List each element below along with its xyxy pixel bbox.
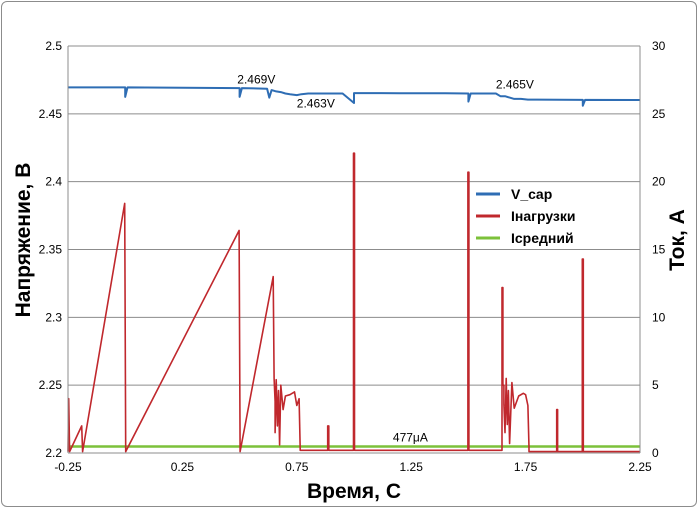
legend-label-i-avg: Iсредний (511, 230, 574, 246)
annotation-label: 2.463V (297, 97, 335, 111)
series-layer (67, 86, 641, 453)
y-left-axis-title: Напряжение, В (12, 163, 35, 318)
x-tick-label: 0.75 (285, 460, 309, 474)
y-right-tick-label: 25 (652, 107, 666, 121)
annotations: 2.469V 2.463V 477μA 2.465V (237, 72, 534, 444)
x-tick-label: -0.25 (54, 460, 82, 474)
y-left-tick-label: 2.45 (39, 107, 63, 121)
y-left-tick-label: 2.35 (39, 243, 63, 257)
x-tick-label: 1.75 (514, 460, 538, 474)
axes: 2.2 2.25 2.3 2.35 2.4 2.45 2.5 0 5 10 15 20 25 30 -0.2… (39, 39, 666, 474)
legend-label-v-cap: V_cap (511, 186, 552, 202)
y-right-tick-label: 30 (652, 39, 666, 53)
series-line-v-cap (68, 86, 641, 107)
y-left-tick-label: 2.2 (45, 446, 62, 460)
annotation-label: 477μA (393, 430, 428, 444)
legend-label-i-load: Iнагрузки (511, 208, 576, 224)
y-right-tick-label: 10 (652, 310, 666, 324)
legend: V_cap Iнагрузки Iсредний (476, 186, 576, 246)
annotation-label: 2.469V (237, 72, 275, 86)
y-left-tick-label: 2.3 (45, 310, 62, 324)
annotation-label: 2.465V (496, 78, 534, 92)
y-left-tick-label: 2.5 (45, 39, 62, 53)
y-right-tick-label: 0 (652, 446, 659, 460)
y-right-tick-label: 20 (652, 175, 666, 189)
series-line-i-load (67, 152, 640, 453)
y-left-tick-label: 2.4 (45, 175, 62, 189)
y-right-tick-label: 15 (652, 243, 666, 257)
y-right-tick-label: 5 (652, 378, 659, 392)
x-tick-label: 2.25 (628, 460, 652, 474)
y-right-axis-title: Ток, А (666, 209, 689, 271)
x-axis-title: Время, С (307, 480, 401, 503)
x-tick-label: 0.25 (171, 460, 195, 474)
y-left-tick-label: 2.25 (39, 378, 63, 392)
x-tick-label: 1.25 (400, 460, 424, 474)
